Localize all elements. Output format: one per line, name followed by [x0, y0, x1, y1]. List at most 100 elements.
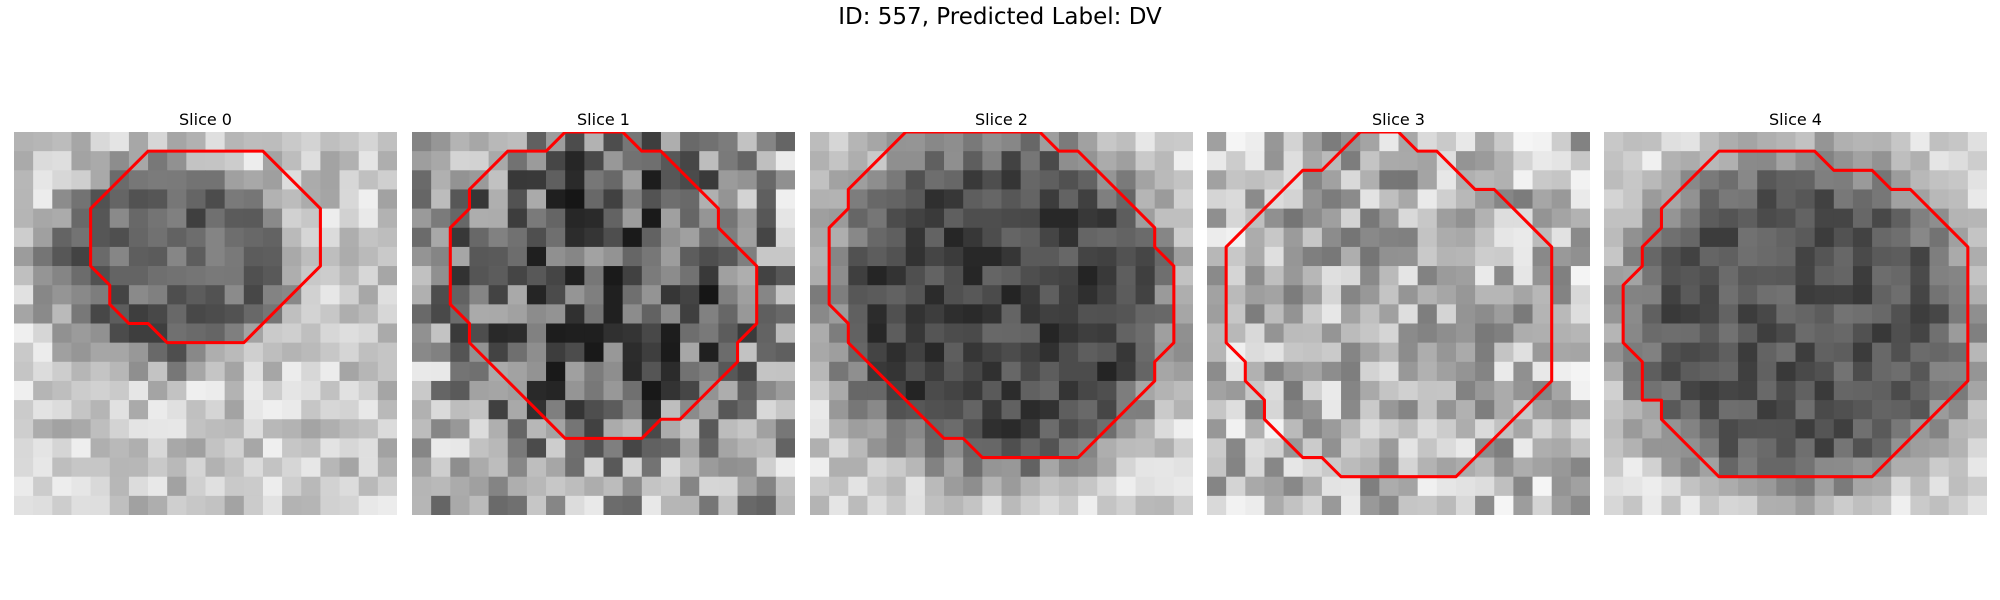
pixel — [756, 495, 777, 515]
pixel — [33, 208, 53, 229]
pixel — [1699, 208, 1720, 229]
pixel — [243, 400, 264, 420]
pixel — [680, 189, 700, 209]
pixel — [982, 151, 1002, 171]
pixel — [526, 208, 547, 229]
pixel — [905, 151, 926, 171]
pixel — [90, 304, 111, 324]
pixel — [660, 285, 681, 305]
pixel — [867, 438, 887, 458]
pixel — [810, 342, 830, 363]
pixel — [1417, 151, 1438, 171]
pixel — [565, 170, 585, 190]
pixel — [1718, 400, 1739, 420]
pixel — [1852, 380, 1873, 401]
pixel — [167, 380, 187, 401]
pixel — [1264, 323, 1284, 344]
pixel — [924, 208, 945, 229]
pixel — [737, 170, 758, 190]
pixel — [1872, 208, 1892, 229]
pixel — [1207, 419, 1227, 439]
pixel — [109, 342, 130, 363]
pixel — [1398, 495, 1419, 515]
pixel — [1058, 208, 1079, 229]
pixel — [1436, 476, 1457, 497]
pixel — [52, 208, 72, 229]
pixel — [431, 170, 451, 190]
pixel — [1173, 189, 1193, 209]
pixel — [71, 342, 91, 363]
pixel — [339, 246, 360, 267]
pixel — [1852, 266, 1873, 286]
pixel — [944, 132, 964, 152]
pixel — [1302, 400, 1323, 420]
pixel — [641, 246, 662, 267]
pixel — [1341, 419, 1361, 439]
pixel — [1360, 132, 1380, 152]
pixel — [243, 285, 264, 305]
pixel — [1020, 285, 1041, 305]
pixel — [1661, 400, 1681, 420]
pixel — [848, 380, 868, 401]
pixel — [1154, 361, 1175, 382]
pixel — [565, 132, 585, 152]
pixel — [1436, 246, 1457, 267]
pixel — [1154, 304, 1175, 324]
pixel — [469, 361, 489, 382]
pixel — [71, 457, 91, 478]
pixel — [243, 132, 264, 152]
pixel — [1097, 438, 1117, 458]
pixel — [1795, 189, 1816, 209]
pixel — [358, 227, 379, 248]
pixel — [243, 380, 264, 401]
pixel — [1245, 438, 1265, 458]
pixel — [1455, 266, 1476, 286]
pixel — [1604, 495, 1624, 515]
pixel — [1154, 151, 1175, 171]
pixel — [1699, 285, 1720, 305]
pixel — [243, 457, 264, 478]
pixel — [718, 380, 738, 401]
pixel — [1058, 400, 1079, 420]
pixel — [71, 495, 91, 515]
pixel — [944, 285, 964, 305]
pixel — [944, 400, 964, 420]
pixel — [622, 438, 643, 458]
pixel — [1513, 170, 1533, 190]
pixel — [1570, 361, 1590, 382]
pixel — [1494, 495, 1514, 515]
pixel — [737, 208, 758, 229]
pixel — [1398, 419, 1419, 439]
pixel — [1833, 170, 1854, 190]
pixel — [186, 361, 206, 382]
pixel — [963, 227, 983, 248]
pixel — [1173, 266, 1193, 286]
pixel — [1661, 380, 1681, 401]
pixel — [603, 189, 624, 209]
pixel — [905, 419, 926, 439]
pixel — [1398, 227, 1419, 248]
pixel — [358, 476, 379, 497]
pixel — [1058, 323, 1079, 344]
pixel — [775, 342, 795, 363]
pixel — [1058, 342, 1079, 363]
pixel — [1929, 170, 1950, 190]
pixel — [205, 266, 226, 286]
pixel — [1872, 438, 1892, 458]
pixel — [224, 400, 245, 420]
pixel — [775, 495, 795, 515]
pixel — [680, 132, 700, 152]
pixel — [488, 189, 509, 209]
pixel — [52, 323, 72, 344]
pixel — [1379, 342, 1399, 363]
pixel — [565, 227, 585, 248]
pixel — [1360, 438, 1380, 458]
pixel — [1154, 208, 1175, 229]
pixel — [1532, 400, 1553, 420]
pixel — [1680, 266, 1701, 286]
pixel — [775, 151, 795, 171]
pixel — [1116, 246, 1136, 267]
pixel — [109, 495, 130, 515]
pixel — [565, 323, 585, 344]
pixel — [718, 285, 738, 305]
